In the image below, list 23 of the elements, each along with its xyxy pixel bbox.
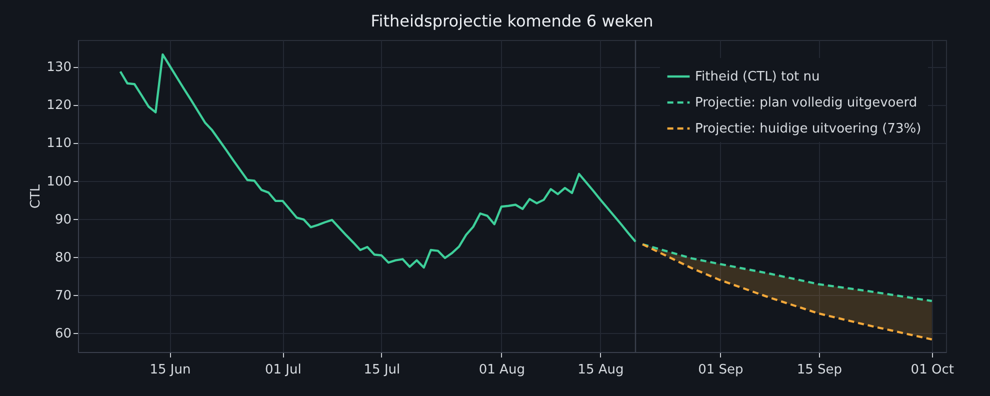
- x-tick-label: 01 Oct: [910, 362, 954, 378]
- y-tick-label: 110: [46, 136, 72, 152]
- line-series: [119, 53, 637, 269]
- x-tick-label: 01 Jul: [264, 362, 302, 378]
- x-tick-label: 01 Sep: [698, 362, 744, 378]
- y-tick-label: 130: [46, 60, 72, 76]
- x-tick-label: 15 Jun: [150, 362, 191, 378]
- y-tick-label: 80: [54, 250, 72, 266]
- line-series: [641, 243, 933, 302]
- legend-label: Fitheid (CTL) tot nu: [695, 70, 820, 84]
- x-tick-label: 15 Aug: [578, 362, 624, 378]
- y-tick-label: 120: [46, 98, 72, 114]
- y-axis-title: CTL: [28, 184, 44, 209]
- legend-label: Projectie: plan volledig uitgevoerd: [695, 96, 918, 110]
- y-tick-label: 60: [54, 326, 72, 342]
- x-tick-label: 15 Jul: [364, 362, 400, 378]
- y-tick-label: 100: [46, 174, 72, 190]
- legend-label: Projectie: huidige uitvoering (73%): [695, 122, 922, 136]
- chart-title: Fitheidsprojectie komende 6 weken: [370, 11, 654, 30]
- x-tick-label: 01 Aug: [478, 362, 525, 378]
- y-tick-label: 70: [54, 288, 72, 304]
- y-tick-label: 90: [54, 212, 72, 228]
- x-tick-label: 15 Sep: [796, 362, 842, 378]
